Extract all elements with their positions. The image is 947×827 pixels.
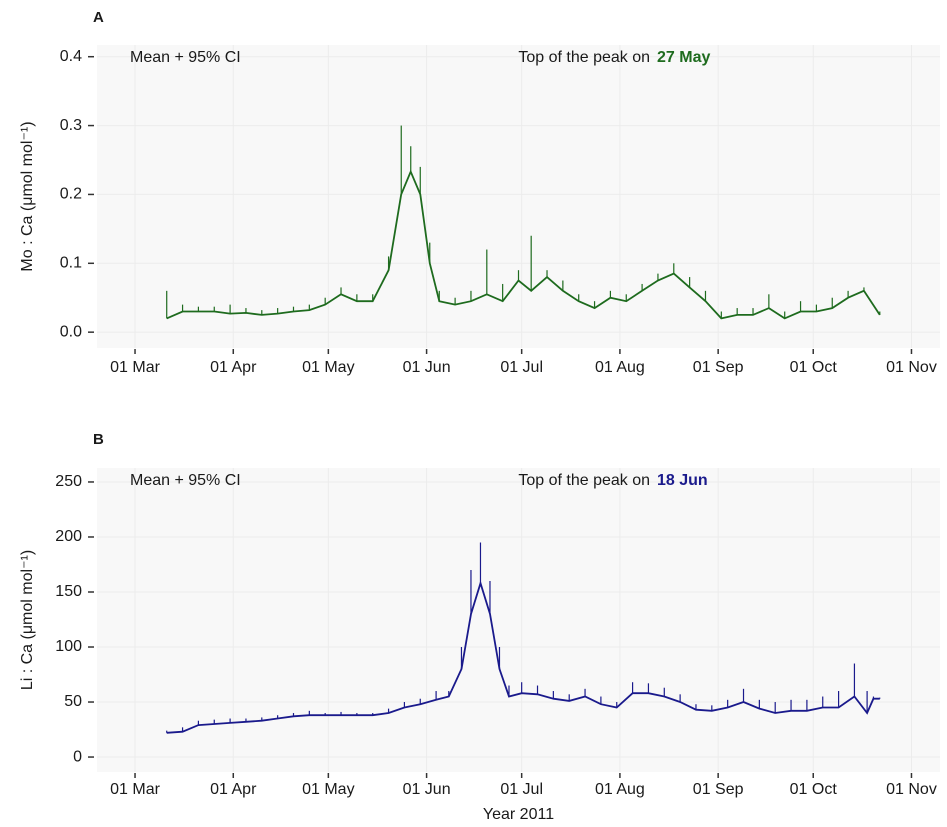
x-tick-label: 01 Jun: [403, 359, 451, 376]
x-tick-label: 01 Aug: [595, 359, 645, 376]
x-tick-label: 01 Jul: [500, 359, 543, 376]
x-tick-label: 01 Nov: [886, 781, 937, 798]
panel-label: A: [93, 9, 104, 26]
annotation: Mean + 95% CI: [130, 472, 241, 489]
y-tick-label: 0.1: [60, 255, 82, 272]
x-tick-label: 01 Nov: [886, 359, 937, 376]
y-tick-label: 0.4: [60, 48, 82, 65]
y-tick-label: 250: [55, 473, 82, 490]
x-tick-label: 01 Oct: [790, 359, 838, 376]
annotation: Mean + 95% CI: [130, 49, 241, 66]
x-tick-label: 01 Apr: [210, 359, 257, 376]
y-tick-label: 0.0: [60, 323, 82, 340]
x-tick-label: 01 Sep: [693, 359, 744, 376]
peak-text: Top of the peak on: [518, 472, 650, 489]
x-tick-label: 01 Apr: [210, 781, 257, 798]
x-tick-label: 01 May: [302, 359, 354, 376]
x-tick-label: 01 Aug: [595, 781, 645, 798]
y-tick-label: 100: [55, 638, 82, 655]
mean-line: [166, 169, 881, 320]
panel-label: B: [93, 431, 104, 448]
y-axis-label: Li : Ca (μmol mol⁻¹): [19, 550, 36, 690]
x-tick-label: 01 Jun: [403, 781, 451, 798]
y-axis-label: Mo : Ca (μmol mol⁻¹): [19, 121, 36, 271]
y-tick-label: 50: [64, 693, 82, 710]
plot-background: [97, 45, 940, 348]
y-tick-label: 0: [73, 748, 82, 765]
peak-date: 27 May: [657, 49, 710, 66]
plot-background: [97, 468, 940, 772]
y-tick-label: 150: [55, 583, 82, 600]
y-tick-label: 200: [55, 528, 82, 545]
x-tick-label: 01 Mar: [110, 781, 160, 798]
peak-date: 18 Jun: [657, 472, 708, 489]
x-tick-label: 01 May: [302, 781, 354, 798]
peak-text: Top of the peak on: [518, 49, 650, 66]
x-axis-label: Year 2011: [483, 806, 554, 823]
x-tick-label: 01 Jul: [500, 781, 543, 798]
y-tick-label: 0.2: [60, 186, 82, 203]
x-tick-label: 01 Sep: [693, 781, 744, 798]
x-tick-label: 01 Oct: [790, 781, 838, 798]
x-tick-label: 01 Mar: [110, 359, 160, 376]
mean-line: [166, 580, 880, 734]
y-tick-label: 0.3: [60, 117, 82, 134]
